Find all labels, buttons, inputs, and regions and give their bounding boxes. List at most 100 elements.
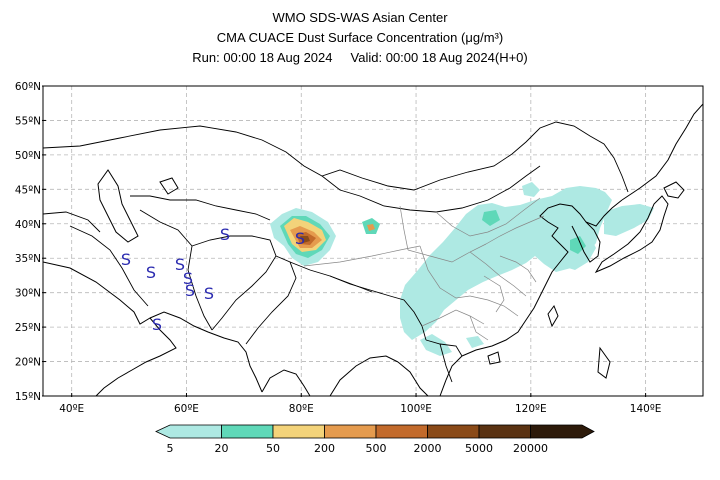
dust-storm-symbol: S — [185, 281, 195, 300]
province-south — [469, 295, 519, 317]
colorbar-segment — [155, 424, 222, 439]
coastline-hokkaido — [663, 181, 685, 199]
province-henan — [499, 255, 537, 283]
province-hubei — [483, 275, 505, 313]
center-title: WMO SDS-WAS Asian Center — [272, 10, 448, 25]
coastline-caspian — [97, 169, 139, 243]
dust-area-tarim-dark — [300, 236, 310, 243]
colorbar-label: 500 — [366, 442, 387, 455]
dust-storm-symbol: S — [183, 269, 193, 288]
lat-tick-label: 15ºN — [15, 391, 41, 403]
dust-area-south — [466, 336, 484, 348]
colorbar-label: 50 — [266, 442, 280, 455]
longitude-labels: 40ºE 60ºE 80ºE 100ºE 120ºE 140ºE — [59, 393, 661, 415]
map-content: SS SSS SSS S — [43, 103, 703, 396]
coastline-hainan — [487, 351, 501, 365]
colorbar-segment — [272, 424, 325, 439]
coastline-philippines — [597, 346, 611, 379]
coastline-persian-gulf — [149, 311, 263, 393]
lon-tick-label: 40ºE — [59, 403, 84, 415]
dust-area-japan-sea — [604, 204, 654, 236]
border-nepal — [329, 275, 373, 293]
colorbar-segment — [375, 424, 428, 439]
colorbar-segment — [324, 424, 377, 439]
colorbar-segment — [478, 424, 531, 439]
lat-tick-label: 20ºN — [15, 357, 41, 369]
dust-storm-symbol: S — [146, 263, 156, 282]
border-iraq-iran — [69, 225, 149, 307]
lat-tick-label: 30ºN — [15, 288, 41, 300]
coastline-india — [261, 369, 311, 396]
map-background — [43, 86, 703, 396]
colorbar-label: 5 — [167, 442, 174, 455]
province-sichuan — [419, 245, 471, 299]
valid-time: Valid: 00:00 18 Aug 2024(H+0) — [350, 50, 528, 65]
lat-tick-label: 25ºN — [15, 322, 41, 334]
dust-storm-symbol: S — [204, 284, 214, 303]
colorbar: 5 20 50 200 500 2000 5000 20000 — [155, 424, 595, 455]
coastline-arabia — [43, 261, 177, 396]
coastline-korea — [571, 221, 601, 263]
dust-area-east-china — [400, 186, 612, 340]
border-iran-afghanistan — [139, 209, 213, 331]
title-block: WMO SDS-WAS Asian Center CMA CUACE Dust … — [0, 8, 720, 68]
colorbar-segment — [427, 424, 480, 439]
province-xinjiang-tibet — [303, 245, 421, 267]
dust-storm-symbols: SS SSS SSS S — [121, 225, 305, 334]
dust-storm-symbol: S — [175, 255, 185, 274]
province-borders — [303, 197, 545, 341]
dust-area-tibet-inner — [367, 224, 375, 231]
colorbar-segment — [530, 424, 595, 439]
coastline-aral — [159, 177, 179, 195]
lon-tick-label: 120ºE — [515, 403, 547, 415]
run-time: Run: 00:00 18 Aug 2024 — [192, 50, 333, 65]
dust-area-medium-korea — [570, 236, 586, 254]
colorbar-label: 20 — [215, 442, 229, 455]
coastline-south-china — [461, 199, 623, 357]
border-kazakhstan-central-asia — [130, 195, 271, 221]
colorbar-segment — [221, 424, 274, 439]
product-title: CMA CUACE Dust Surface Concentration (μg… — [0, 28, 720, 48]
province-yunnan — [421, 309, 485, 327]
dust-storm-symbol: S — [152, 315, 162, 334]
colorbar-label: 20000 — [513, 442, 548, 455]
run-valid-line: Run: 00:00 18 Aug 2024 Valid: 00:00 18 A… — [0, 48, 720, 68]
lon-tick-label: 140ºE — [630, 403, 662, 415]
lat-tick-label: 35ºN — [15, 253, 41, 265]
province-east — [485, 215, 545, 245]
province-central — [469, 251, 527, 297]
lat-tick-label: 45ºN — [15, 184, 41, 196]
unit-label: (μg/m³) — [461, 30, 504, 45]
latitude-labels: 60ºN 55ºN 50ºN 45ºN 40ºN 35ºN 30ºN 25ºN 20ºN 15ºN — [15, 81, 46, 403]
colorbar-label: 200 — [314, 442, 335, 455]
border-indochina — [425, 339, 463, 383]
product-name: CMA CUACE Dust Surface Concentration — [216, 30, 458, 45]
dust-storm-symbol: S — [295, 229, 305, 248]
dust-area-southwest — [420, 334, 452, 356]
border-turkey — [43, 211, 101, 233]
lat-tick-label: 50ºN — [15, 150, 41, 162]
colorbar-label: 5000 — [465, 442, 493, 455]
map-frame — [42, 85, 704, 397]
coastline-far-east — [621, 103, 703, 201]
coastline-bay-bengal — [329, 355, 399, 396]
border-russia-kazakhstan — [43, 121, 629, 193]
colorbar-label: 2000 — [414, 442, 442, 455]
coastline-japan — [594, 195, 669, 274]
lon-tick-label: 80ºE — [289, 403, 314, 415]
dust-layer — [270, 182, 654, 356]
province-inner-mongolia — [435, 197, 541, 237]
border-india-china — [289, 261, 427, 341]
lon-tick-label: 60ºE — [174, 403, 199, 415]
dust-storm-symbol: S — [220, 225, 230, 244]
lat-tick-label: 40ºN — [15, 219, 41, 231]
lat-tick-label: 60ºN — [15, 81, 41, 93]
dust-area-north — [522, 182, 540, 197]
lon-tick-label: 100ºE — [400, 403, 432, 415]
province-guangxi — [469, 315, 489, 341]
province-xinjiang-gansu — [399, 205, 409, 251]
lat-tick-label: 55ºN — [15, 115, 41, 127]
dust-storm-symbol: S — [121, 250, 131, 269]
dust-area-medium-east — [482, 210, 500, 226]
